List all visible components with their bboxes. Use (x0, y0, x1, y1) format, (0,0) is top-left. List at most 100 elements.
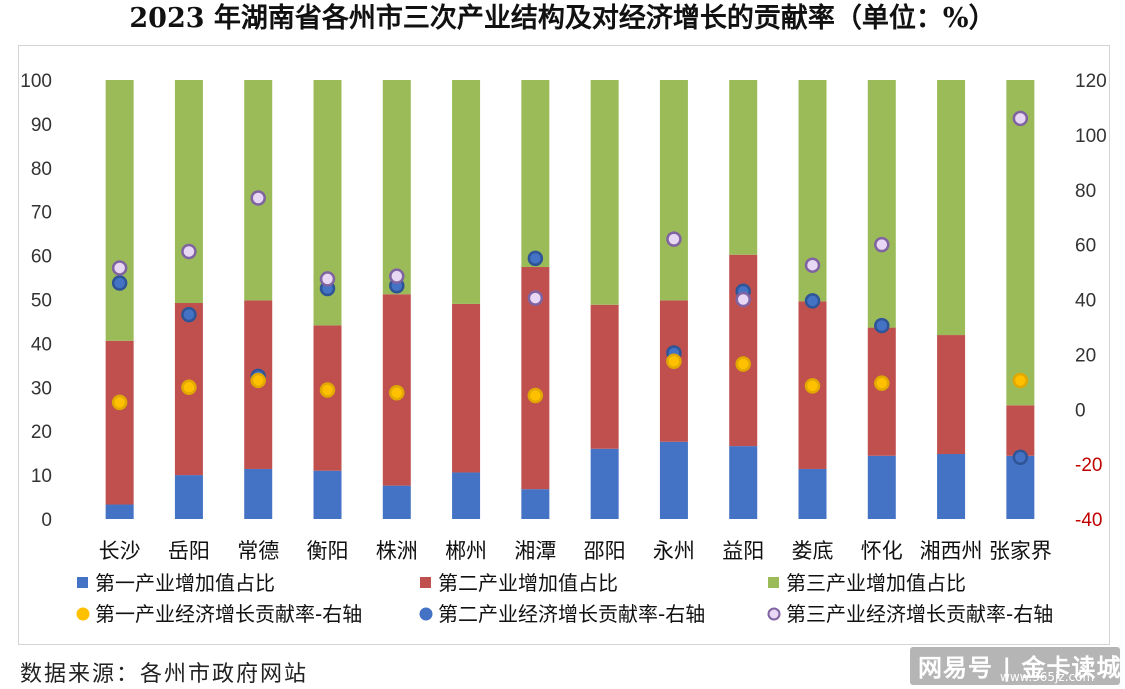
primary-contribution-point (527, 387, 544, 404)
x-axis-category-label: 株洲 (376, 539, 418, 563)
primary-industry-bar (659, 441, 688, 519)
left-axis-tick-label: 60 (31, 247, 52, 268)
x-axis-category-label: 长沙 (99, 539, 141, 563)
secondary-industry-bar (659, 300, 688, 442)
right-axis-tick-label: 80 (1075, 181, 1096, 202)
legend-primary-share-label: 第一产业增加值占比 (95, 571, 275, 595)
tertiary-industry-bar (590, 80, 619, 305)
primary-industry-bar (313, 470, 342, 519)
x-axis-category-label: 娄底 (792, 539, 834, 563)
secondary-industry-bar (105, 340, 134, 505)
left-axis-tick-label: 20 (31, 422, 52, 443)
secondary-contribution-point (804, 293, 821, 309)
legend-primary-contribution-marker (76, 607, 90, 621)
tertiary-industry-bar (521, 80, 550, 268)
secondary-industry-bar (452, 303, 481, 473)
tertiary-contribution-point (874, 236, 890, 253)
secondary-industry-bar (313, 325, 342, 471)
x-axis-category-label: 衡阳 (307, 539, 349, 563)
primary-contribution-point (804, 378, 821, 394)
secondary-contribution-point (1012, 449, 1029, 466)
primary-industry-bar (798, 468, 827, 519)
tertiary-contribution-point (181, 243, 197, 260)
x-axis-category-label: 湘潭 (514, 539, 556, 563)
tertiary-contribution-point (735, 291, 751, 308)
x-axis-category-label: 湘西州 (920, 539, 983, 563)
legend-tertiary-contribution-label: 第三产业经济增长贡献率-右轴 (786, 602, 1053, 626)
secondary-industry-bar (1006, 405, 1035, 456)
right-axis-tick-label: 40 (1075, 291, 1096, 312)
tertiary-industry-bar (867, 80, 896, 328)
primary-industry-bar (729, 446, 758, 519)
watermark-site: www.365jz.com (1000, 670, 1095, 684)
legend-secondary-contribution-marker (419, 607, 433, 621)
tertiary-industry-bar (659, 80, 688, 301)
tertiary-contribution-point (666, 231, 682, 247)
tertiary-industry-bar (1006, 80, 1035, 406)
x-axis-category-label: 益阳 (722, 539, 764, 563)
x-axis-category-label: 郴州 (445, 539, 487, 563)
legend-secondary-share-label: 第二产业增加值占比 (438, 571, 618, 595)
x-axis-category-label: 永州 (653, 539, 695, 563)
tertiary-industry-bar (382, 80, 411, 295)
primary-industry-bar (452, 472, 481, 519)
left-axis-tick-label: 40 (31, 334, 52, 355)
primary-contribution-point (181, 379, 197, 396)
primary-industry-bar (867, 455, 896, 519)
chart-title: 2023 年湖南省各州市三次产业结构及对经济增长的贡献率（单位：%） (129, 3, 996, 34)
legend-secondary-share-marker (420, 577, 431, 588)
x-axis-category-label: 怀化 (861, 539, 903, 563)
left-axis-tick-label: 100 (20, 71, 52, 92)
chart-svg: 0 10 20 30 40 50 60 70 80 90 100 -40 -20 0 20 40 60 80 100… (20, 71, 1107, 626)
left-axis-tick-label: 90 (31, 115, 52, 136)
primary-industry-bar (174, 475, 203, 519)
legend-tertiary-share-marker (768, 577, 779, 588)
primary-contribution-point (111, 394, 128, 411)
right-axis-tick-label: 60 (1075, 236, 1096, 257)
primary-industry-bar (244, 468, 273, 519)
secondary-industry-bar (729, 254, 758, 447)
tertiary-contribution-point (319, 271, 336, 287)
secondary-industry-bar (590, 304, 619, 449)
left-axis-tick-label: 70 (31, 203, 52, 224)
tertiary-industry-bar (174, 80, 203, 304)
primary-contribution-point (389, 385, 405, 401)
left-axis-tick-label: 50 (31, 291, 52, 312)
tertiary-industry-bar (244, 80, 273, 301)
tertiary-contribution-point (250, 190, 266, 206)
primary-industry-bar (382, 485, 411, 519)
primary-contribution-point (874, 375, 890, 391)
right-axis-tick-label: 100 (1075, 126, 1107, 147)
left-axis-tick-label: 10 (31, 466, 52, 487)
right-axis-tick-label: 20 (1075, 345, 1096, 366)
watermark-text: 网易号 | 金卡读城 (918, 654, 1122, 682)
tertiary-contribution-point (804, 257, 821, 273)
secondary-industry-bar (937, 335, 966, 455)
watermark-background (910, 647, 1120, 685)
tertiary-contribution-point (389, 268, 405, 284)
tertiary-industry-bar (105, 80, 134, 341)
secondary-contribution-point (527, 250, 544, 267)
primary-industry-bar (937, 454, 966, 519)
x-axis-category-label: 邵阳 (584, 539, 626, 563)
legend-tertiary-share-label: 第三产业增加值占比 (786, 571, 966, 595)
primary-industry-bar (1006, 455, 1035, 519)
data-source-note: 数据来源：各州市政府网站 (20, 662, 309, 687)
tertiary-industry-bar (937, 80, 966, 336)
primary-contribution-point (666, 353, 682, 369)
x-axis-category-label: 张家界 (989, 539, 1052, 563)
x-axis-category-label: 常德 (237, 539, 279, 563)
secondary-contribution-point (181, 306, 197, 323)
primary-industry-bar (590, 448, 619, 519)
primary-contribution-point (1012, 372, 1029, 389)
tertiary-contribution-point (527, 290, 544, 306)
secondary-contribution-point (111, 275, 128, 291)
primary-contribution-point (319, 382, 336, 398)
left-axis-tick-label: 30 (31, 378, 52, 399)
x-axis-category-label: 岳阳 (168, 539, 210, 563)
legend-tertiary-contribution-marker (767, 607, 781, 621)
right-axis-tick-label: -40 (1075, 510, 1102, 531)
right-axis-tick-label: 0 (1075, 400, 1086, 421)
legend-secondary-contribution-label: 第二产业经济增长贡献率-右轴 (438, 602, 705, 626)
primary-industry-bar (105, 504, 134, 519)
